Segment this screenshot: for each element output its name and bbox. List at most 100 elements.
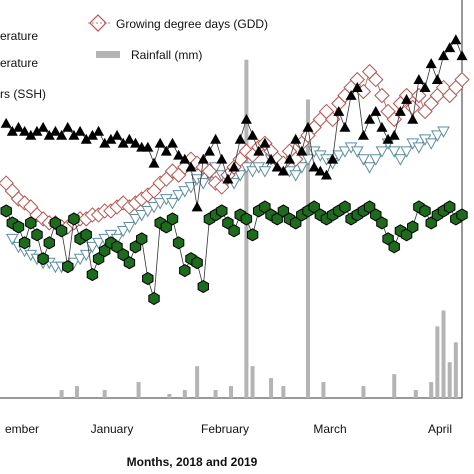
rainfall-layer: [59, 59, 458, 398]
min-temp-point: [258, 166, 272, 178]
max-temp-point: [203, 145, 215, 156]
max-temp-point: [308, 161, 320, 172]
ssh-point: [31, 228, 43, 242]
ssh-point: [191, 256, 203, 270]
max-temp-point: [314, 165, 326, 176]
rainfall-bar: [213, 390, 218, 398]
legend: erature erature rs (SSH) Growing degree …: [0, 14, 268, 101]
min-temp-point: [289, 170, 303, 182]
legend-label-2: erature: [0, 56, 38, 70]
max-temp-point: [31, 125, 43, 136]
gdd-point: [214, 179, 230, 195]
series-layer: [0, 34, 470, 306]
x-tick-label: January: [91, 422, 134, 436]
rainfall-bar: [229, 386, 233, 398]
ssh-point: [197, 280, 209, 294]
ssh-point: [148, 291, 160, 306]
ssh-point: [308, 200, 320, 214]
min-temp-point: [135, 210, 149, 222]
max-temp-point: [185, 161, 197, 172]
max-temp-point: [444, 42, 456, 53]
min-temp-point: [246, 166, 259, 178]
max-temp-point: [216, 153, 228, 164]
min-temp-point: [369, 154, 383, 166]
min-temp-point: [357, 154, 370, 166]
legend-label-3: rs (SSH): [0, 87, 46, 101]
max-temp-point: [56, 129, 68, 140]
min-temp-point: [73, 253, 87, 266]
gdd-point: [374, 87, 390, 104]
ssh-point: [80, 228, 92, 242]
ssh-point: [277, 204, 290, 218]
max-temp-point: [271, 161, 283, 172]
rainfall-bar: [435, 326, 440, 398]
rainfall-bar: [244, 59, 249, 398]
x-tick-label: February: [201, 422, 249, 436]
max-temp-point: [450, 34, 462, 45]
rainfall-bar: [167, 394, 172, 398]
x-tick-label: March: [313, 422, 346, 436]
min-temp-point: [147, 202, 161, 214]
max-temp-point: [130, 137, 142, 148]
ssh-point: [142, 272, 154, 286]
max-temp-point: [284, 153, 296, 164]
rainfall-bar: [136, 382, 141, 398]
max-temp-point: [394, 105, 406, 116]
x-tick-layer: ember January February March April: [5, 422, 452, 436]
max-temp-point: [388, 129, 400, 140]
rainfall-bar: [59, 390, 64, 398]
max-temp-point: [99, 137, 111, 148]
legend-label-rainfall: Rainfall (mm): [131, 48, 202, 62]
ssh-point: [419, 204, 431, 218]
min-temp-point: [92, 237, 105, 250]
max-temp-point: [413, 74, 425, 84]
max-temp-point: [240, 113, 252, 124]
ssh-point: [123, 256, 136, 270]
min-temp-point: [375, 146, 389, 158]
min-temp-point: [400, 146, 413, 158]
max-temp-point: [228, 161, 240, 172]
ssh-point: [370, 208, 382, 222]
max-temp-point: [6, 125, 18, 136]
rainfall-bar: [182, 390, 187, 398]
max-temp-point: [19, 125, 31, 136]
min-temp-point: [301, 154, 315, 166]
rainfall-bar: [361, 386, 366, 398]
max-temp-point: [456, 50, 468, 61]
min-temp-point: [153, 198, 167, 210]
max-temp-point: [296, 145, 308, 156]
rainfall-bar: [281, 386, 286, 398]
max-temp-point: [49, 125, 61, 136]
ssh-point: [12, 220, 25, 234]
max-temp-point: [43, 129, 55, 140]
gdd-point: [201, 163, 218, 179]
max-temp-point: [259, 137, 271, 148]
ssh-point: [68, 212, 80, 226]
min-temp-point: [387, 146, 401, 158]
ssh-point: [407, 220, 419, 234]
ssh-point: [62, 260, 74, 274]
max-temp-point: [419, 82, 431, 92]
ssh-point: [444, 200, 456, 214]
ssh-point: [172, 236, 185, 250]
max-temp-point: [210, 133, 222, 144]
min-temp-point: [437, 126, 450, 138]
ssh-point: [49, 216, 62, 230]
min-temp-point: [129, 214, 142, 226]
ssh-point: [339, 200, 351, 214]
gdd-point: [411, 87, 427, 104]
rainfall-bar: [321, 382, 326, 398]
gdd-point: [324, 111, 341, 128]
min-temp-point: [431, 130, 444, 142]
ssh-point: [25, 216, 37, 230]
rainfall-bar: [195, 366, 200, 398]
ssh-point: [376, 216, 388, 230]
ssh-point: [117, 248, 129, 262]
gdd-point: [368, 71, 384, 88]
ssh-point: [388, 240, 400, 254]
min-temp-point: [394, 154, 407, 166]
min-temp-point: [363, 162, 376, 174]
min-temp-point: [295, 162, 309, 174]
min-temp-point: [141, 206, 155, 218]
rainfall-bar: [306, 99, 310, 398]
